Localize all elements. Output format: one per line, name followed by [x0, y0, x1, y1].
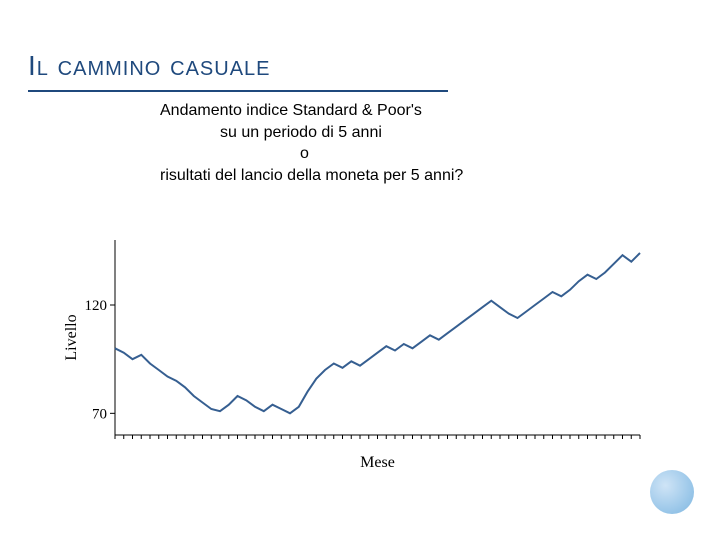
slide-title: Il cammino casuale — [28, 50, 271, 82]
subtitle-line-3: o — [160, 143, 590, 165]
subtitle-line-4: risultati del lancio della moneta per 5 … — [160, 165, 590, 187]
chart-svg: 70 120 Mese Livello — [60, 235, 650, 475]
svg-text:70: 70 — [92, 406, 107, 422]
slide-subtitle: Andamento indice Standard & Poor's su un… — [160, 100, 590, 186]
decorative-circle-icon — [650, 470, 694, 514]
subtitle-line-1: Andamento indice Standard & Poor's — [160, 100, 590, 122]
subtitle-line-2: su un periodo di 5 anni — [160, 122, 590, 144]
slide-title-text: Il cammino casuale — [28, 50, 271, 81]
title-underline — [28, 90, 448, 92]
line-chart: 70 120 Mese Livello — [60, 235, 650, 475]
svg-text:Mese: Mese — [360, 454, 395, 471]
svg-text:Livello: Livello — [63, 314, 80, 360]
chart-plot-group: 70 120 Mese Livello — [63, 240, 640, 471]
svg-text:120: 120 — [85, 298, 108, 314]
